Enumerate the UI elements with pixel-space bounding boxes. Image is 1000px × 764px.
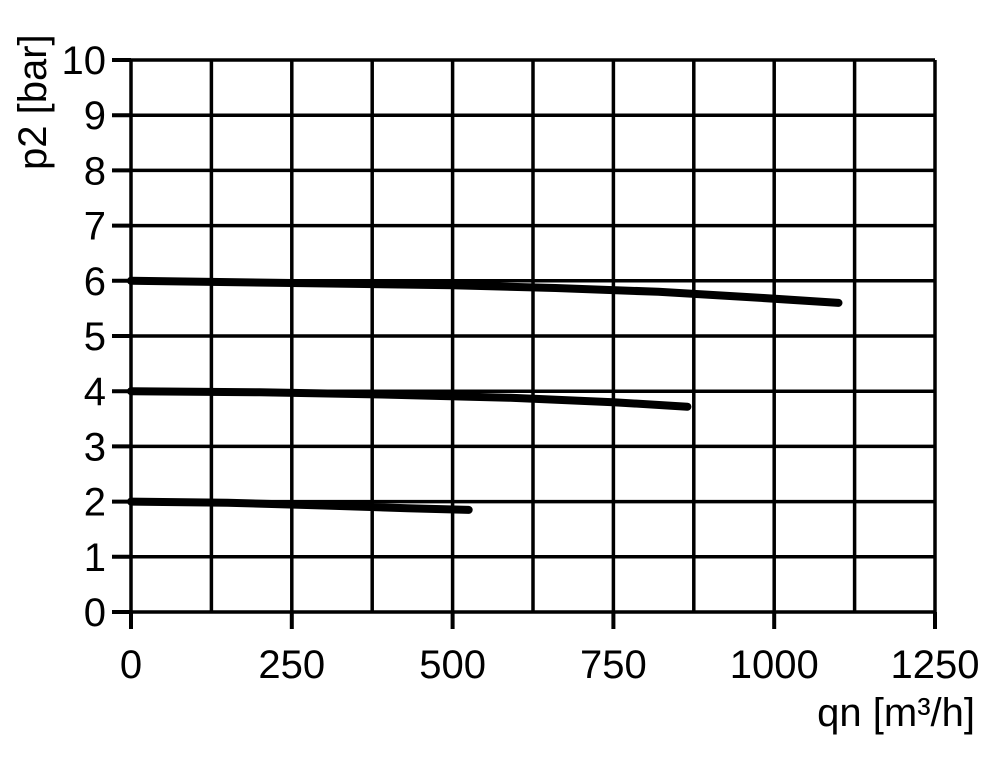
curve-p2-6bar <box>127 276 843 307</box>
x-tick-label: 1250 <box>891 643 980 687</box>
y-tick-label: 6 <box>84 260 106 304</box>
y-tick-label: 7 <box>84 205 106 249</box>
x-tick-label: 0 <box>120 643 142 687</box>
y-tick-label: 9 <box>84 94 106 138</box>
y-axis-label: p2 [bar] <box>11 34 55 170</box>
y-tick-label: 2 <box>84 481 106 525</box>
y-tick-label: 3 <box>84 425 106 469</box>
y-tick-label: 8 <box>84 149 106 193</box>
axis-ticks <box>112 58 937 629</box>
y-tick-label: 1 <box>84 536 106 580</box>
x-tick-label: 500 <box>419 643 486 687</box>
y-tick-label: 0 <box>84 591 106 635</box>
data-curves <box>127 276 843 514</box>
x-tick-label: 250 <box>258 643 325 687</box>
curve-p2-2bar <box>127 497 473 514</box>
curve-p2-4bar <box>127 387 692 411</box>
y-tick-label: 10 <box>62 39 107 83</box>
x-axis-label: qn [m³/h] <box>817 691 975 735</box>
y-tick-label: 4 <box>84 370 106 414</box>
y-tick-label: 5 <box>84 315 106 359</box>
grid-lines <box>129 58 937 614</box>
x-tick-label: 1000 <box>730 643 819 687</box>
x-tick-label: 750 <box>580 643 647 687</box>
tick-labels: 0 250 500 750 1000 1250 0 1 2 3 4 5 6 7 8 9 10 <box>62 39 980 687</box>
